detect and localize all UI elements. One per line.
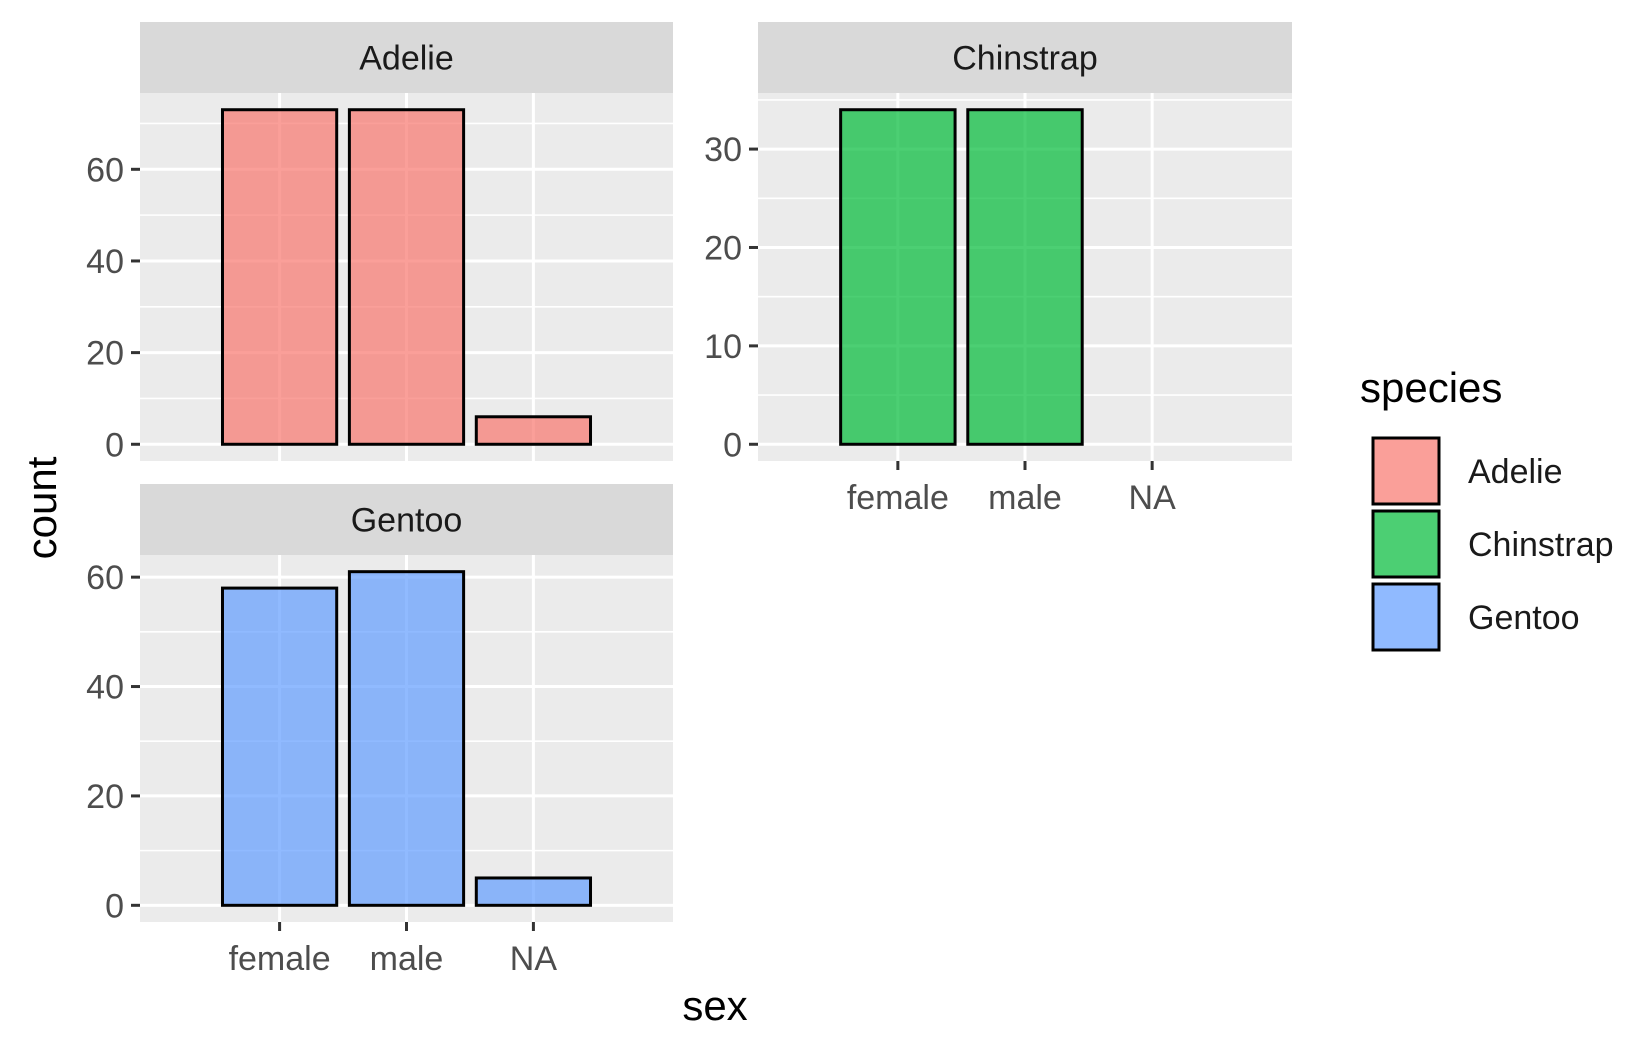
y-tick-label: 0	[105, 426, 124, 464]
y-tick-label: 60	[86, 151, 124, 189]
facet-strip-label: Gentoo	[351, 502, 463, 540]
y-tick-label: 10	[704, 328, 742, 366]
y-tick-label: 20	[704, 229, 742, 267]
x-tick-label: male	[988, 479, 1062, 517]
bar-gentoo-female	[220, 586, 339, 907]
bar-gentoo-male	[347, 570, 466, 907]
facet-panel-chinstrap: Chinstrap 0 10 20 30 female male NA	[704, 22, 1292, 517]
legend-key-gentoo	[1371, 582, 1441, 652]
facet-strip-label: Adelie	[359, 40, 454, 78]
y-tick-label: 30	[704, 131, 742, 169]
y-axis-title: count	[18, 456, 65, 559]
y-tick-label: 40	[86, 669, 124, 707]
bar-adelie-male	[347, 108, 466, 446]
facet-panel-adelie: Adelie 0 20 40 60	[86, 22, 673, 464]
facet-strip	[140, 484, 673, 555]
facet-strip	[140, 22, 673, 93]
y-tick-label: 20	[86, 335, 124, 373]
y-tick-label: 60	[86, 559, 124, 597]
legend-label-adelie: Adelie	[1468, 453, 1563, 491]
x-tick-label: male	[370, 940, 444, 978]
facet-panel-gentoo: Gentoo 0 20 40 60 female male NA	[86, 484, 673, 978]
x-tick-label: female	[847, 479, 949, 517]
x-tick-label: NA	[510, 940, 558, 978]
legend-label-chinstrap: Chinstrap	[1468, 526, 1614, 564]
bar-adelie-na	[474, 415, 593, 446]
facet-strip-label: Chinstrap	[952, 40, 1098, 78]
x-tick-label: female	[229, 940, 331, 978]
legend-key-adelie	[1371, 436, 1441, 506]
y-tick-label: 0	[105, 887, 124, 925]
bar-chinstrap-male	[966, 108, 1084, 446]
legend-label-gentoo: Gentoo	[1468, 599, 1580, 637]
legend-key-chinstrap	[1371, 509, 1441, 579]
y-tick-label: 40	[86, 243, 124, 281]
bar-adelie-female	[220, 108, 339, 446]
bar-gentoo-na	[474, 876, 593, 907]
legend-title: species	[1360, 364, 1502, 411]
x-tick-label: NA	[1129, 479, 1177, 517]
y-tick-label: 0	[723, 426, 742, 464]
bar-chinstrap-female	[839, 108, 957, 446]
facet-panels: Adelie 0 20 40 60 Chinstrap 0 10 20 30 female male N…	[86, 22, 1292, 978]
legend: species Adelie Chinstrap Gentoo	[1360, 364, 1614, 652]
facet-strip	[758, 22, 1292, 93]
x-axis-title: sex	[682, 982, 747, 1029]
y-tick-label: 20	[86, 778, 124, 816]
